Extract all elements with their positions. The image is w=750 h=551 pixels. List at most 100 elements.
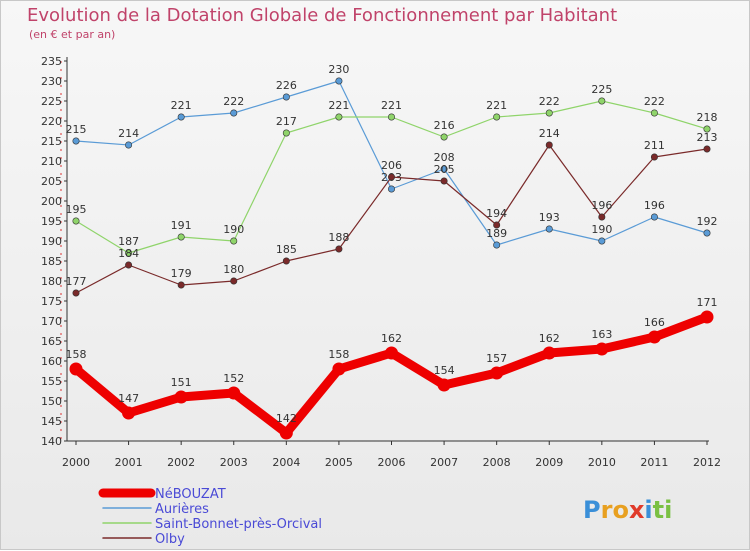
- data-point: [387, 185, 395, 193]
- data-point: [598, 237, 606, 245]
- y-tick-label: 140: [41, 435, 62, 448]
- data-label: 158: [328, 348, 349, 361]
- legend-label: Aurières: [155, 502, 209, 517]
- data-label: 215: [66, 123, 87, 136]
- x-tick-label: 2008: [483, 456, 511, 469]
- data-point: [595, 342, 609, 356]
- chart-subtitle: (en € et par an): [29, 28, 116, 41]
- data-point: [69, 362, 83, 376]
- data-label: 221: [171, 99, 192, 112]
- y-tick-label: 150: [41, 395, 62, 408]
- data-label: 154: [434, 364, 455, 377]
- data-point: [493, 113, 501, 121]
- data-label: 230: [328, 63, 349, 76]
- data-point: [332, 362, 346, 376]
- y-tick-label: 170: [41, 315, 62, 328]
- data-point: [545, 109, 553, 117]
- data-point: [647, 330, 661, 344]
- y-tick-label: 180: [41, 275, 62, 288]
- x-tick-label: 2001: [115, 456, 143, 469]
- data-point: [440, 177, 448, 185]
- data-point: [545, 225, 553, 233]
- data-point: [72, 217, 80, 225]
- data-point: [490, 366, 504, 380]
- data-label: 213: [697, 131, 718, 144]
- logo-letter: o: [612, 496, 629, 524]
- data-point: [703, 145, 711, 153]
- data-label: 196: [644, 199, 665, 212]
- data-point: [230, 237, 238, 245]
- data-point: [282, 129, 290, 137]
- data-point: [650, 109, 658, 117]
- logo-letter: t: [653, 496, 664, 524]
- y-tick-label: 215: [41, 135, 62, 148]
- y-tick-label: 155: [41, 375, 62, 388]
- y-tick-label: 190: [41, 235, 62, 248]
- data-label: 163: [591, 328, 612, 341]
- data-label: 147: [118, 392, 139, 405]
- data-label: 180: [223, 263, 244, 276]
- data-label: 158: [66, 348, 87, 361]
- data-point: [177, 281, 185, 289]
- data-point: [282, 257, 290, 265]
- y-tick-label: 165: [41, 335, 62, 348]
- legend-label: Saint-Bonnet-près-Orcival: [155, 517, 322, 532]
- x-tick-label: 2000: [62, 456, 90, 469]
- data-label: 211: [644, 139, 665, 152]
- data-point: [177, 113, 185, 121]
- data-label: 162: [539, 332, 560, 345]
- y-tick-label: 145: [41, 415, 62, 428]
- x-tick-label: 2004: [272, 456, 300, 469]
- data-point: [387, 173, 395, 181]
- data-point: [440, 165, 448, 173]
- data-label: 166: [644, 316, 665, 329]
- data-label: 187: [118, 235, 139, 248]
- data-point: [230, 109, 238, 117]
- data-point: [72, 289, 80, 297]
- legend-label: NéBOUZAT: [155, 487, 226, 502]
- x-tick-label: 2012: [693, 456, 721, 469]
- data-label: 196: [591, 199, 612, 212]
- data-label: 192: [697, 215, 718, 228]
- data-point: [598, 97, 606, 105]
- proxiti-logo: Proxiti: [583, 496, 672, 524]
- data-label: 205: [434, 163, 455, 176]
- data-label: 162: [381, 332, 402, 345]
- data-label: 222: [644, 95, 665, 108]
- y-tick-label: 205: [41, 175, 62, 188]
- x-tick-label: 2007: [430, 456, 458, 469]
- data-label: 179: [171, 267, 192, 280]
- data-label: 177: [66, 275, 87, 288]
- x-tick-label: 2003: [220, 456, 248, 469]
- data-label: 195: [66, 203, 87, 216]
- data-label: 189: [486, 227, 507, 240]
- chart-title: Evolution de la Dotation Globale de Fonc…: [27, 5, 618, 26]
- y-tick-label: 235: [41, 55, 62, 68]
- data-label: 190: [591, 223, 612, 236]
- data-label: 151: [171, 376, 192, 389]
- data-point: [440, 133, 448, 141]
- data-point: [493, 221, 501, 229]
- y-tick-label: 200: [41, 195, 62, 208]
- data-point: [542, 346, 556, 360]
- data-point: [177, 233, 185, 241]
- data-point: [72, 137, 80, 145]
- data-point: [703, 229, 711, 237]
- data-point: [125, 261, 133, 269]
- data-label: 221: [381, 99, 402, 112]
- x-tick-label: 2009: [535, 456, 563, 469]
- x-tick-label: 2002: [167, 456, 195, 469]
- y-tick-label: 210: [41, 155, 62, 168]
- data-point: [493, 241, 501, 249]
- data-point: [227, 386, 241, 400]
- data-point: [335, 113, 343, 121]
- data-point: [230, 277, 238, 285]
- data-point: [174, 390, 188, 404]
- data-point: [703, 125, 711, 133]
- data-point: [437, 378, 451, 392]
- data-label: 225: [591, 83, 612, 96]
- data-label: 191: [171, 219, 192, 232]
- data-label: 226: [276, 79, 297, 92]
- y-tick-label: 230: [41, 75, 62, 88]
- logo-letter: i: [644, 496, 652, 524]
